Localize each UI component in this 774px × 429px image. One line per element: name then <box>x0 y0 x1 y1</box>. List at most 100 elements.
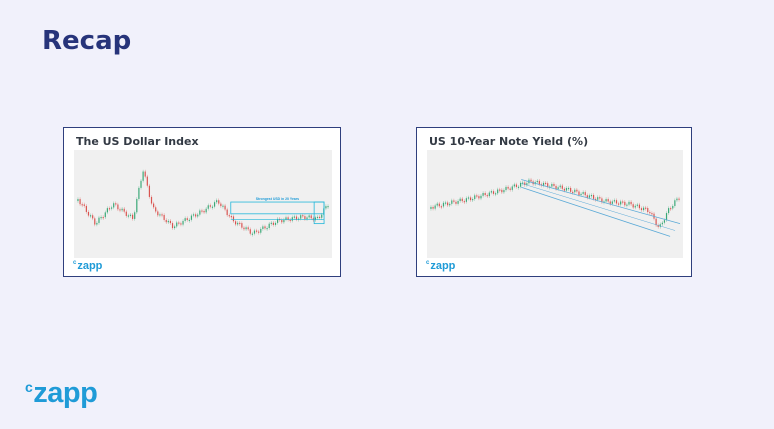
candle-body <box>234 221 237 225</box>
candle-body <box>447 202 449 206</box>
candle-body <box>651 213 653 215</box>
candle-body <box>308 215 310 218</box>
candle-body <box>609 201 611 204</box>
card-logo-text: zapp <box>77 260 103 272</box>
candle-body <box>264 226 266 229</box>
candle-body <box>132 214 134 219</box>
candle-body <box>113 203 115 208</box>
brand-logo-prefix: c <box>25 379 33 395</box>
candle-body <box>647 208 649 213</box>
candle-body <box>490 191 493 193</box>
candle-body <box>580 193 582 196</box>
candle-body <box>469 197 472 201</box>
candle-body <box>449 203 451 206</box>
candle-body <box>104 212 106 218</box>
candle-body <box>634 205 636 208</box>
candle-body <box>209 205 211 207</box>
candle-body <box>592 195 595 199</box>
candle-body <box>110 207 113 209</box>
candle-body <box>645 207 647 209</box>
candle-body <box>87 211 90 216</box>
candle-body <box>459 198 461 201</box>
candle-body <box>497 189 499 194</box>
candle-body <box>461 198 463 202</box>
candle-body <box>484 193 486 196</box>
candle-body <box>142 171 144 181</box>
candle-body <box>440 206 442 208</box>
candle-body <box>287 217 289 220</box>
candle-body <box>148 185 151 197</box>
candle-body <box>190 215 193 220</box>
candle-body <box>590 195 593 197</box>
candle-body <box>632 204 634 208</box>
candle-body <box>499 189 501 191</box>
candle-body <box>201 210 203 212</box>
candle-body <box>478 196 480 199</box>
candle-body <box>559 185 561 188</box>
candle-body <box>457 200 459 204</box>
brand-logo: czapp <box>25 377 98 410</box>
candle-body <box>150 196 153 204</box>
candle-body <box>205 208 207 213</box>
candle-body <box>207 205 209 209</box>
candle-body <box>79 199 81 205</box>
card-logo: czapp <box>426 260 455 272</box>
candle-body <box>171 223 174 229</box>
note-yield-plot-area <box>427 150 683 258</box>
candle-body <box>488 192 490 197</box>
candle-body <box>676 198 678 201</box>
candle-body <box>430 206 432 209</box>
candle-body <box>570 187 572 192</box>
candle-body <box>251 233 253 235</box>
candle-body <box>226 209 228 216</box>
candle-body <box>661 222 663 225</box>
candle-body <box>476 195 478 197</box>
candle-body <box>178 222 180 224</box>
candle-body <box>136 198 138 213</box>
candle-body <box>245 227 247 230</box>
candle-body <box>266 228 268 230</box>
candle-body <box>272 222 274 225</box>
candle-body <box>312 218 314 221</box>
candle-body <box>239 222 241 225</box>
candle-body <box>304 216 306 220</box>
candle-body <box>241 223 243 228</box>
candle-body <box>442 202 445 207</box>
candle-body <box>553 183 555 186</box>
candle-body <box>586 195 588 198</box>
candle-body <box>184 218 186 221</box>
candle-body <box>597 197 599 200</box>
candle-body <box>319 216 321 219</box>
candle-body <box>199 210 201 215</box>
candle-body <box>255 230 258 232</box>
candle-body <box>249 229 251 234</box>
candle-body <box>119 209 121 211</box>
candle-body <box>659 224 661 227</box>
candle-body <box>81 204 83 206</box>
candle-body <box>494 193 497 195</box>
candle-body <box>213 202 216 207</box>
candle-body <box>216 200 218 203</box>
candle-body <box>134 212 136 219</box>
candle-body <box>444 202 447 204</box>
candle-body <box>195 214 197 217</box>
candle-body <box>526 183 528 186</box>
candle-body <box>599 197 601 199</box>
candle-body <box>578 191 580 196</box>
candle-body <box>283 219 285 223</box>
note-yield-chart-title: US 10-Year Note Yield (%) <box>429 135 589 148</box>
candle-body <box>605 199 607 202</box>
dollar-index-chart: Strongest USD in 20 Years <box>77 169 329 237</box>
candle-body <box>432 206 434 209</box>
candle-body <box>436 203 438 206</box>
candle-body <box>174 226 176 229</box>
candle-body <box>247 227 249 230</box>
candle-body <box>274 222 277 225</box>
candle-body <box>520 182 522 187</box>
candle-body <box>524 182 526 186</box>
candle-body <box>509 188 511 190</box>
candle-body <box>146 176 148 186</box>
candle-body <box>607 199 609 202</box>
card-logo: czapp <box>73 260 102 272</box>
note-yield-chart <box>430 177 681 237</box>
